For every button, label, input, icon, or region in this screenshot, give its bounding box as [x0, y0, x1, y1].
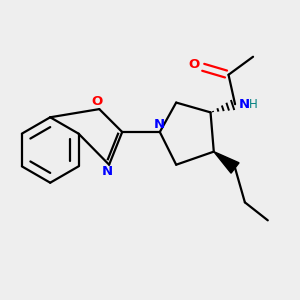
Text: O: O — [91, 95, 102, 108]
Text: N: N — [154, 118, 165, 131]
Text: O: O — [188, 58, 199, 71]
Text: H: H — [249, 98, 258, 111]
Text: N: N — [102, 165, 113, 178]
Text: N: N — [238, 98, 250, 111]
Polygon shape — [214, 152, 239, 173]
